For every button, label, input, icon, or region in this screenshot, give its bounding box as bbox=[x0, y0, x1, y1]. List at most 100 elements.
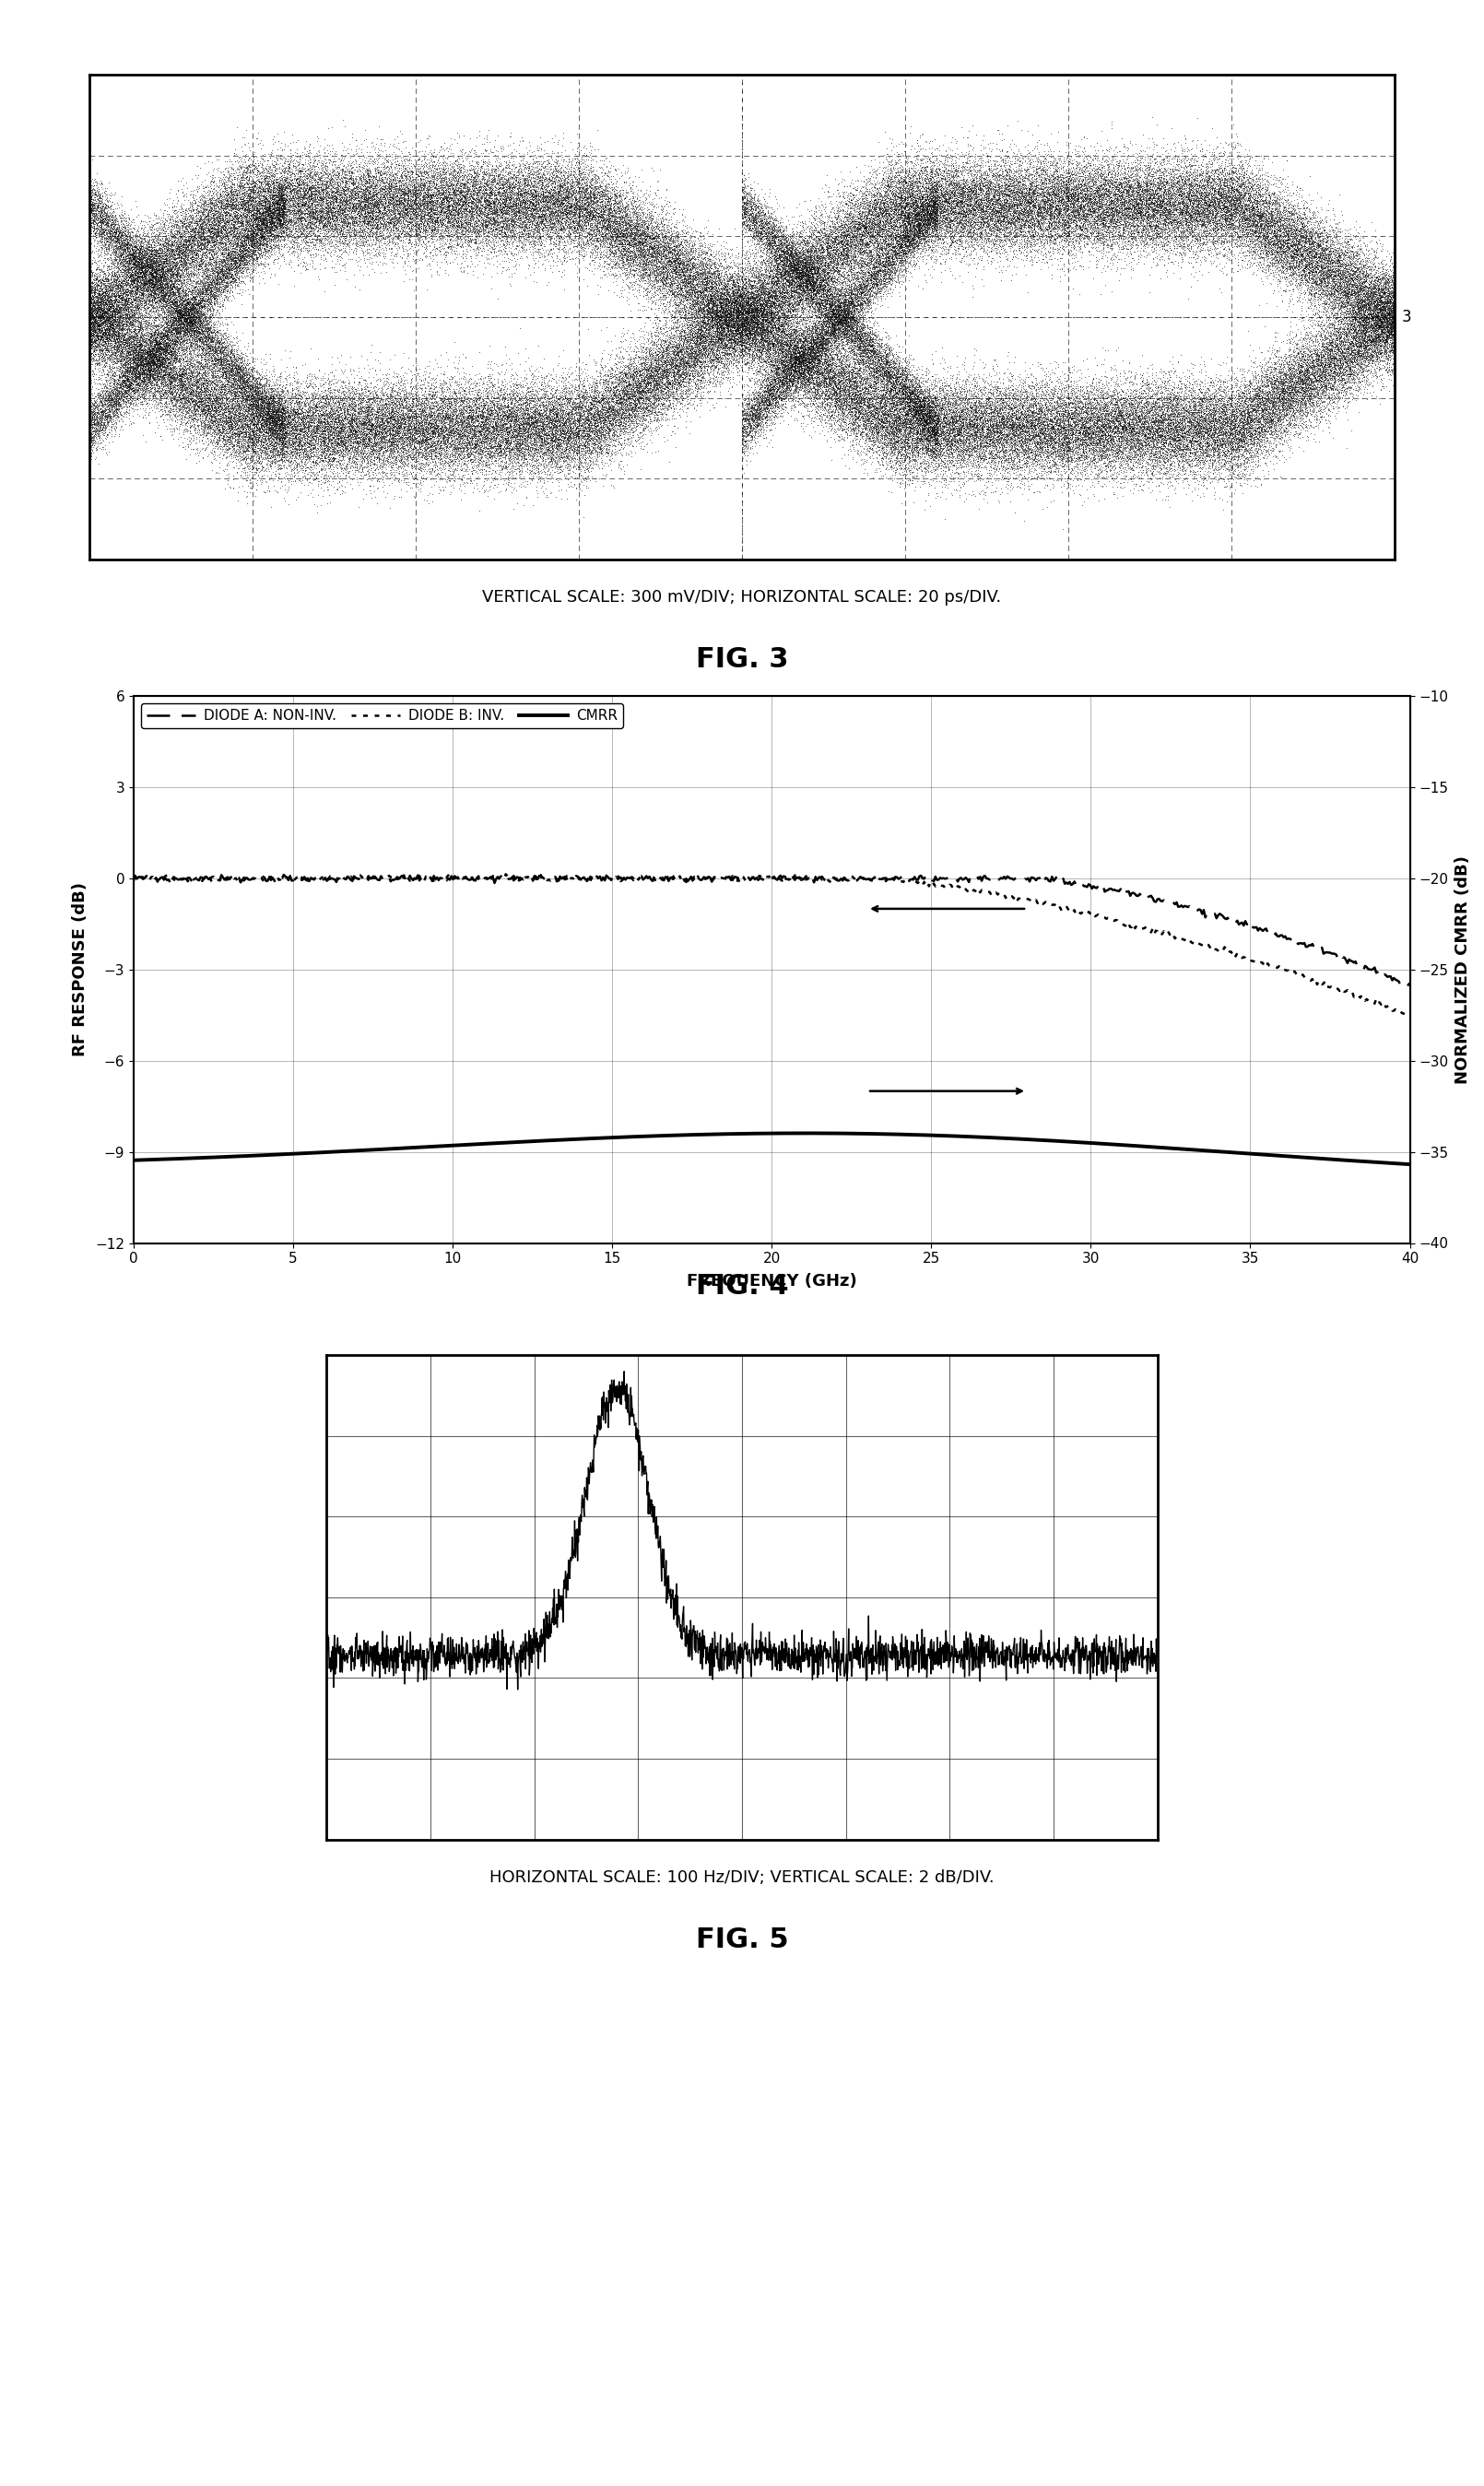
Point bbox=[233, 375, 257, 415]
Point bbox=[165, 231, 188, 271]
Point bbox=[184, 365, 208, 405]
Point bbox=[429, 470, 453, 510]
Point bbox=[804, 333, 828, 373]
Point bbox=[763, 278, 787, 318]
Point bbox=[370, 398, 393, 438]
Point bbox=[128, 241, 151, 281]
Point bbox=[1000, 179, 1024, 219]
Point bbox=[496, 134, 519, 174]
Point bbox=[683, 239, 706, 278]
Point bbox=[873, 388, 896, 428]
Point bbox=[1279, 388, 1303, 428]
Point bbox=[163, 343, 187, 383]
Point bbox=[497, 428, 521, 467]
Point bbox=[445, 169, 469, 209]
Point bbox=[453, 415, 476, 455]
Point bbox=[605, 204, 629, 244]
Point bbox=[177, 278, 200, 318]
Point bbox=[1163, 390, 1187, 430]
Point bbox=[821, 368, 844, 408]
Point bbox=[1097, 408, 1120, 447]
Point bbox=[763, 318, 787, 358]
Point bbox=[169, 403, 193, 443]
Point bbox=[841, 331, 865, 370]
Point bbox=[499, 433, 522, 472]
Point bbox=[646, 169, 669, 209]
Point bbox=[1319, 234, 1343, 273]
Point bbox=[1187, 413, 1211, 452]
Point bbox=[632, 383, 656, 423]
Point bbox=[165, 313, 188, 353]
Point bbox=[361, 206, 384, 246]
Point bbox=[92, 291, 116, 331]
Point bbox=[1107, 405, 1131, 445]
Point bbox=[1340, 244, 1364, 283]
Point bbox=[322, 418, 346, 457]
Point bbox=[1220, 405, 1244, 445]
Point bbox=[266, 162, 289, 201]
Point bbox=[706, 286, 730, 326]
Point bbox=[1244, 388, 1267, 428]
Point bbox=[696, 273, 720, 313]
Point bbox=[738, 268, 761, 308]
Point bbox=[482, 385, 506, 425]
Point bbox=[582, 196, 605, 236]
Point bbox=[534, 405, 558, 445]
Point bbox=[236, 201, 260, 241]
Point bbox=[528, 149, 552, 189]
Point bbox=[1064, 204, 1088, 244]
Point bbox=[1232, 184, 1255, 224]
Point bbox=[1310, 239, 1334, 278]
Point bbox=[521, 405, 545, 445]
Point bbox=[988, 191, 1012, 231]
Point bbox=[766, 348, 789, 388]
Point bbox=[169, 360, 193, 400]
Point bbox=[1281, 201, 1304, 241]
Point bbox=[313, 403, 337, 443]
Point bbox=[1313, 229, 1337, 268]
Point bbox=[282, 413, 306, 452]
Point bbox=[211, 373, 234, 413]
Point bbox=[847, 186, 871, 226]
Point bbox=[1232, 191, 1255, 231]
Point bbox=[1134, 186, 1158, 226]
Point bbox=[1074, 443, 1098, 482]
Point bbox=[92, 293, 116, 333]
Point bbox=[641, 224, 665, 264]
Point bbox=[629, 370, 653, 410]
Point bbox=[141, 266, 165, 306]
Point bbox=[745, 405, 769, 445]
Point bbox=[190, 209, 214, 249]
Point bbox=[233, 400, 257, 440]
Point bbox=[1152, 186, 1175, 226]
Point bbox=[919, 189, 942, 229]
Point bbox=[232, 211, 255, 251]
Point bbox=[202, 234, 226, 273]
Point bbox=[413, 398, 436, 438]
Point bbox=[859, 378, 883, 418]
Point bbox=[1131, 398, 1155, 438]
Point bbox=[922, 395, 945, 435]
Point bbox=[493, 418, 516, 457]
Point bbox=[254, 398, 278, 438]
Point bbox=[263, 423, 286, 462]
Point bbox=[987, 403, 1011, 443]
Point bbox=[625, 346, 649, 385]
Point bbox=[1261, 388, 1285, 428]
Point bbox=[794, 261, 818, 301]
Point bbox=[208, 348, 232, 388]
Point bbox=[687, 308, 711, 348]
Point bbox=[178, 296, 202, 336]
Point bbox=[695, 283, 718, 323]
Point bbox=[1094, 169, 1117, 209]
Point bbox=[196, 186, 220, 226]
Point bbox=[515, 181, 539, 221]
Point bbox=[1020, 378, 1043, 418]
Point bbox=[519, 398, 543, 438]
Point bbox=[98, 348, 122, 388]
Point bbox=[487, 184, 510, 224]
Point bbox=[359, 209, 383, 249]
Point bbox=[423, 159, 447, 199]
Point bbox=[1037, 410, 1061, 450]
Point bbox=[1159, 393, 1183, 433]
